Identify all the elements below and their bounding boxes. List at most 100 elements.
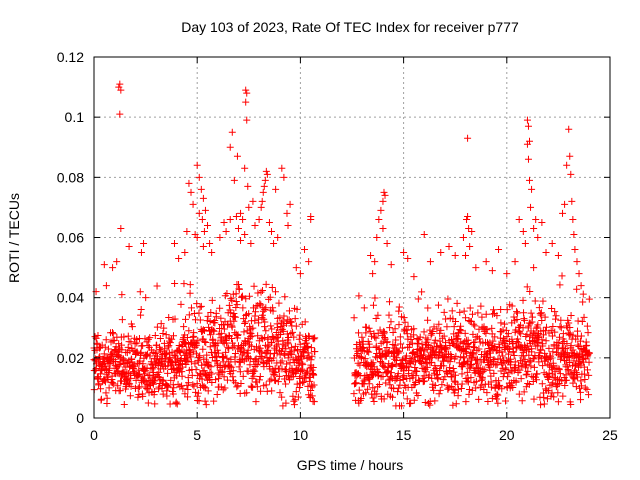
data-point [514,335,522,343]
data-point [284,221,292,229]
data-point [517,375,525,383]
data-point [282,345,290,353]
data-point [284,340,292,348]
data-point [528,185,536,193]
data-point [491,343,499,351]
data-point [102,389,110,397]
data-point [355,370,363,378]
data-point [523,116,531,124]
data-point [261,318,269,326]
data-point [290,401,298,409]
data-point [575,353,583,361]
data-point [533,338,541,346]
data-point [437,249,445,257]
data-point [538,218,546,226]
data-point [295,335,303,343]
data-point [439,376,447,384]
data-point [555,366,563,374]
data-point [380,327,388,335]
data-point [427,331,435,339]
data-point [203,351,211,359]
data-point [528,348,536,356]
data-point [549,323,557,331]
data-point [526,287,534,295]
data-point [288,351,296,359]
data-point [216,304,224,312]
data-point [530,224,538,232]
data-point [298,359,306,367]
data-point [420,328,428,336]
data-point [520,315,528,323]
data-point [422,368,430,376]
data-point [460,307,468,315]
data-point [530,395,538,403]
data-point [361,355,369,363]
data-point [395,321,403,329]
data-point [91,355,99,363]
y-tick-label: 0.06 [57,230,84,246]
data-point [532,324,540,332]
data-point [269,307,277,315]
data-point [261,176,269,184]
data-point [258,311,266,319]
data-point [117,86,125,94]
data-point [538,317,546,325]
data-point [182,315,190,323]
data-point [257,288,265,296]
data-point [114,382,122,390]
data-point [198,328,206,336]
data-point [355,329,363,337]
data-point [185,179,193,187]
data-point [262,327,270,335]
data-point [217,314,225,322]
data-point [144,335,152,343]
data-point [204,387,212,395]
data-point [482,310,490,318]
data-point [185,311,193,319]
data-point [569,379,577,387]
data-point [241,164,249,172]
data-point [415,376,423,384]
data-point [504,330,512,338]
data-point [198,375,206,383]
data-point [127,338,135,346]
data-point [183,227,191,235]
data-point [521,355,529,363]
data-point [227,309,235,317]
data-point [420,351,428,359]
data-point [443,323,451,331]
data-point [562,357,570,365]
data-point [208,378,216,386]
data-point [206,331,214,339]
data-point [440,332,448,340]
data-point [229,343,237,351]
data-point [387,318,395,326]
data-point [370,397,378,405]
data-point [386,324,394,332]
data-point [583,366,591,374]
data-point [369,394,377,402]
data-point [522,371,530,379]
data-point [463,215,471,223]
data-point [278,365,286,373]
data-point [493,312,501,320]
data-point [229,367,237,375]
data-point [486,349,494,357]
data-point [550,393,558,401]
data-point [170,332,178,340]
data-point [410,273,418,281]
data-point [223,376,231,384]
data-point [473,356,481,364]
data-point [584,329,592,337]
data-point [577,396,585,404]
data-point [189,200,197,208]
data-point [286,349,294,357]
data-point [413,367,421,375]
data-point [155,383,163,391]
data-point [539,342,547,350]
data-point [100,261,108,269]
data-point [365,380,373,388]
grid-lines [94,57,610,418]
data-point [274,378,282,386]
